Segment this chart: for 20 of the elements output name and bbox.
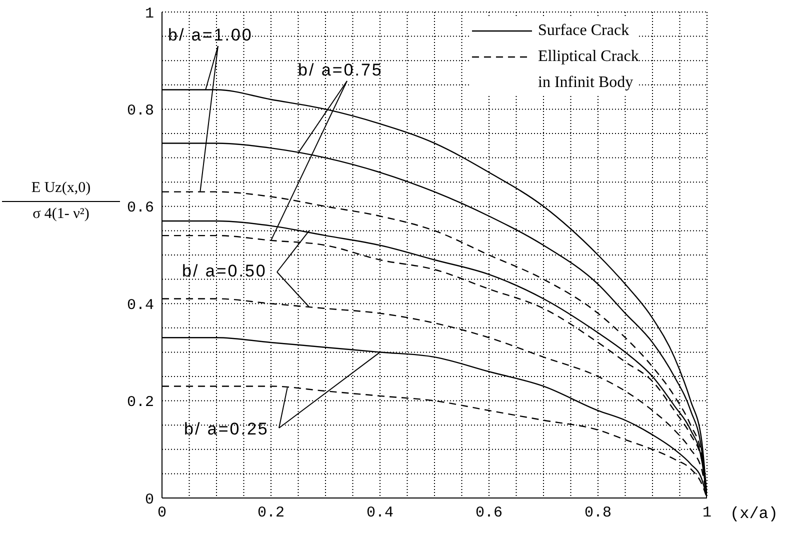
x-tick-label: 0.8 — [584, 504, 612, 522]
y-tick-label: 1 — [144, 5, 154, 22]
annotation: b/ a=0.25 — [184, 419, 269, 438]
annotation: b/ a=0.50 — [182, 261, 267, 280]
legend-label: Elliptical Crack in Infinit Body — [538, 47, 639, 93]
y-axis-title: E Uz(x,0) σ 4(1- ν²) — [30, 180, 92, 223]
y-tick-label: 0.8 — [126, 102, 154, 120]
y-tick-label: 0.2 — [126, 394, 154, 412]
y-tick-label: 0.4 — [126, 296, 154, 314]
x-tick-label: 0 — [157, 504, 167, 522]
x-tick-label: 0.6 — [475, 504, 503, 522]
annotation: b/ a=0.75 — [298, 60, 383, 80]
x-tick-label: 0.4 — [366, 504, 394, 522]
x-tick-label: 0.2 — [257, 504, 285, 522]
y-tick-label: 0 — [144, 491, 154, 508]
annotation: b/ a=1.00 — [168, 25, 253, 44]
x-tick-label: 1 — [702, 504, 712, 522]
y-tick-label: 0.6 — [126, 200, 154, 217]
legend-label: Surface Crack — [538, 21, 630, 41]
x-axis-title: (x/a) — [730, 505, 778, 523]
